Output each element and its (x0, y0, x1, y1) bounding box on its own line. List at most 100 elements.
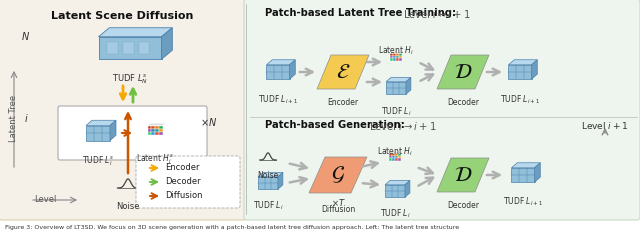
Bar (390, 58, 393, 61)
Polygon shape (99, 28, 172, 37)
Text: TUDF $L^s_N$: TUDF $L^s_N$ (112, 72, 148, 86)
Text: Level $i \leftrightarrow i+1$: Level $i \leftrightarrow i+1$ (400, 8, 470, 20)
Bar (399, 56, 402, 58)
Text: Diffusion: Diffusion (321, 205, 355, 214)
Polygon shape (437, 55, 489, 89)
Bar (396, 53, 399, 56)
Bar (159, 128, 163, 132)
Polygon shape (531, 60, 538, 79)
Text: Level $i+1$: Level $i+1$ (581, 120, 628, 131)
Bar (107, 42, 118, 54)
Text: Level $i \rightarrow i+1$: Level $i \rightarrow i+1$ (366, 120, 436, 132)
Polygon shape (317, 55, 369, 89)
Bar (398, 158, 401, 161)
FancyBboxPatch shape (136, 156, 240, 208)
Bar (393, 58, 396, 61)
Text: TUDF $L_{i+1}$: TUDF $L_{i+1}$ (500, 93, 540, 105)
Bar (392, 153, 395, 156)
Bar (393, 56, 396, 58)
Polygon shape (289, 60, 295, 79)
Text: Latent Tree: Latent Tree (10, 94, 19, 141)
Bar (398, 153, 401, 156)
Bar (390, 56, 393, 58)
Polygon shape (258, 173, 283, 177)
Polygon shape (405, 180, 410, 197)
Text: Encoder: Encoder (165, 164, 200, 173)
Text: Decoder: Decoder (447, 201, 479, 210)
Bar (151, 126, 155, 128)
Bar (389, 156, 392, 158)
Bar (395, 153, 398, 156)
Bar (395, 158, 398, 161)
Text: Noise: Noise (116, 202, 140, 211)
Polygon shape (386, 77, 411, 82)
Polygon shape (511, 163, 540, 168)
Bar (147, 132, 151, 135)
Text: Encoder: Encoder (328, 98, 358, 107)
Bar (138, 42, 149, 54)
Text: $\mathcal{E}$: $\mathcal{E}$ (336, 62, 350, 82)
Bar (386, 82, 406, 94)
Text: $\times N$: $\times N$ (200, 116, 217, 128)
Bar (159, 126, 163, 128)
Text: $\times T$: $\times T$ (331, 197, 346, 208)
Text: Figure 3: Overview of LT3SD. We focus on 3D scene generation with a patch-based : Figure 3: Overview of LT3SD. We focus on… (5, 225, 459, 231)
Bar (86, 126, 110, 141)
Bar (396, 56, 399, 58)
Text: $i$: $i$ (24, 112, 28, 124)
Text: $\mathcal{D}$: $\mathcal{D}$ (454, 62, 472, 82)
Bar (151, 128, 155, 132)
Polygon shape (389, 151, 404, 153)
Bar (147, 126, 151, 128)
Polygon shape (406, 77, 411, 94)
Polygon shape (266, 60, 295, 65)
Bar (155, 132, 159, 135)
Bar (396, 58, 399, 61)
Text: $N$: $N$ (22, 30, 31, 42)
Polygon shape (385, 180, 410, 185)
Bar (393, 53, 396, 56)
Bar (147, 128, 151, 132)
Bar (392, 156, 395, 158)
Polygon shape (437, 158, 489, 192)
Text: Level: Level (34, 196, 56, 205)
Text: Noise: Noise (257, 171, 278, 180)
Text: Diffusion: Diffusion (165, 191, 202, 201)
Bar (399, 58, 402, 61)
Text: TUDF $L_i$: TUDF $L_i$ (253, 200, 284, 213)
Text: TUDF $L_{i+1}$: TUDF $L_{i+1}$ (258, 93, 298, 105)
FancyBboxPatch shape (58, 106, 207, 160)
FancyBboxPatch shape (244, 0, 640, 220)
Bar (123, 42, 134, 54)
Text: Decoder: Decoder (165, 178, 200, 187)
Text: Latent $H_i$: Latent $H_i$ (378, 44, 414, 56)
Bar (399, 53, 402, 56)
Text: Latent $H_i$: Latent $H_i$ (377, 145, 413, 158)
Polygon shape (509, 60, 538, 65)
Text: Patch-based Generation:: Patch-based Generation: (265, 120, 405, 130)
Bar (389, 153, 392, 156)
Bar (398, 156, 401, 158)
Bar (155, 128, 159, 132)
Bar (258, 177, 278, 189)
Polygon shape (390, 51, 404, 53)
Polygon shape (147, 123, 166, 126)
Text: Patch-based Latent Tree Training:: Patch-based Latent Tree Training: (265, 8, 456, 18)
Bar (511, 168, 534, 182)
Text: $\mathcal{D}$: $\mathcal{D}$ (454, 165, 472, 185)
Bar (389, 158, 392, 161)
Polygon shape (110, 120, 116, 141)
Text: TUDF $L^s_i$: TUDF $L^s_i$ (82, 154, 115, 168)
Text: TUDF $L_i$: TUDF $L_i$ (380, 208, 410, 220)
Bar (509, 65, 531, 79)
Text: TUDF $L_i$: TUDF $L_i$ (381, 105, 412, 118)
Bar (99, 37, 161, 59)
Bar (395, 156, 398, 158)
Text: TUDF $L_{i+1}$: TUDF $L_{i+1}$ (503, 196, 543, 209)
Text: Latent Scene Diffusion: Latent Scene Diffusion (51, 11, 193, 21)
FancyBboxPatch shape (0, 0, 246, 220)
Polygon shape (534, 163, 540, 182)
Polygon shape (278, 173, 283, 189)
Text: Decoder: Decoder (447, 98, 479, 107)
Bar (155, 126, 159, 128)
